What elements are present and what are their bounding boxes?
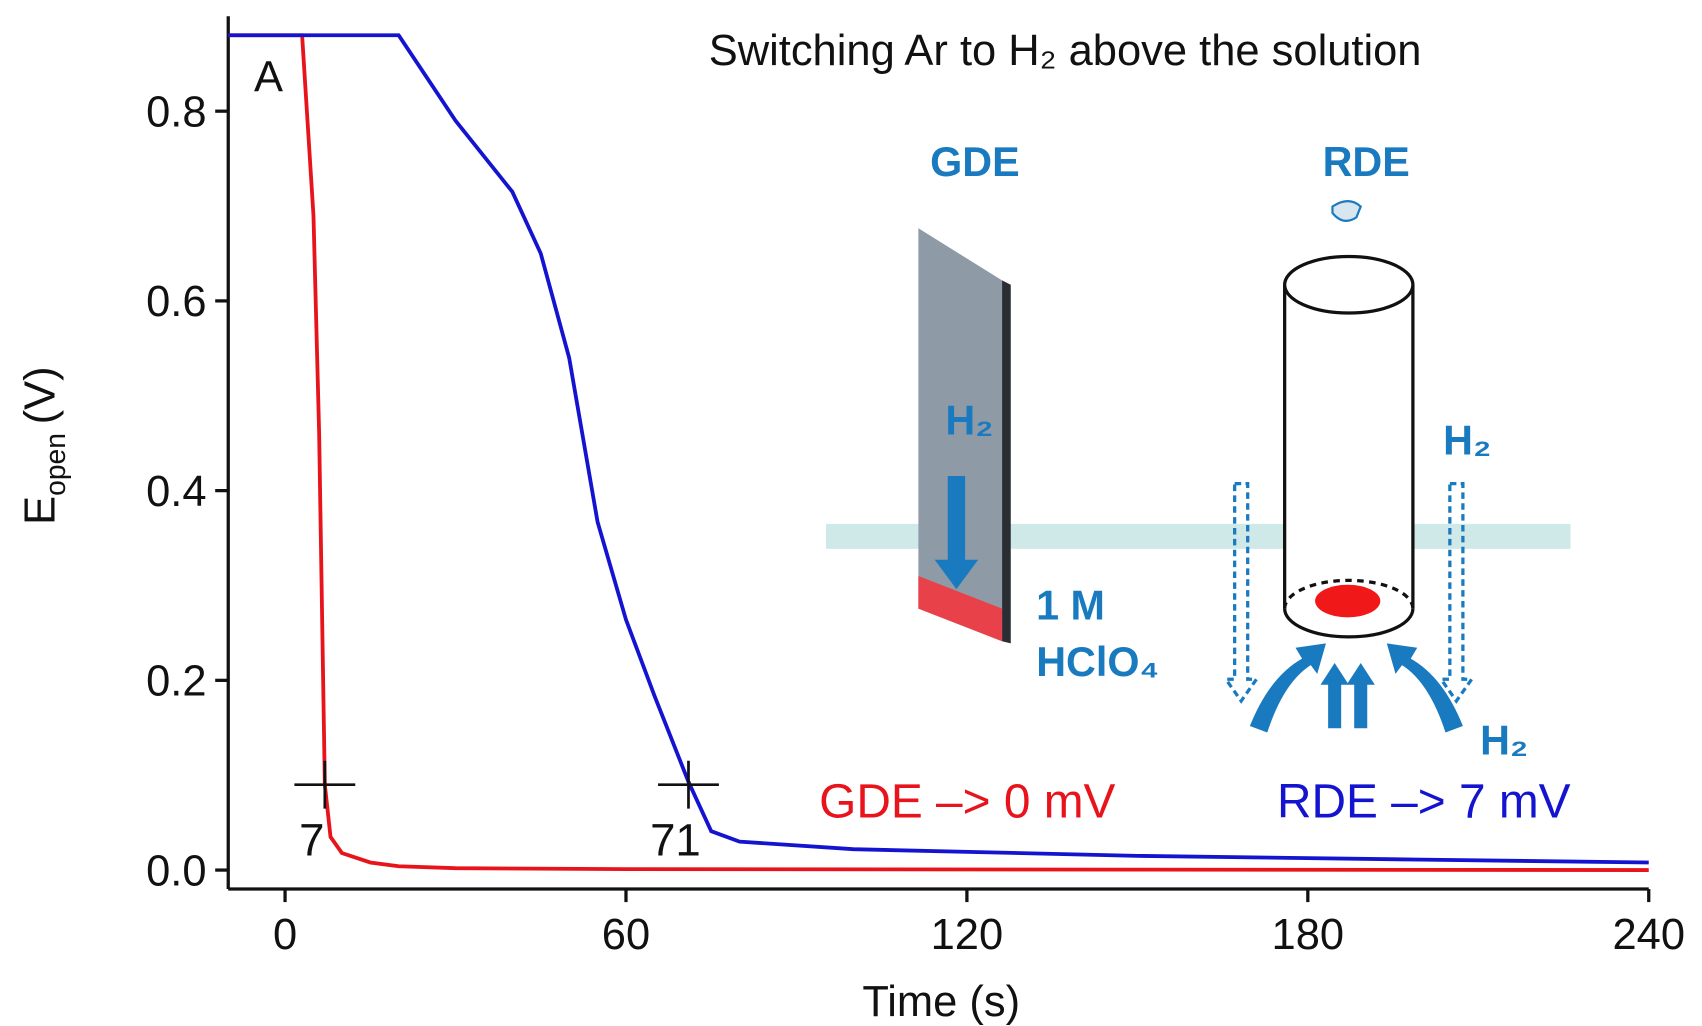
electrolyte-label: HClO₄ [1036, 639, 1159, 685]
rde-label: RDE [1323, 139, 1410, 185]
flow-arrow [1249, 643, 1326, 733]
flow-arrow [1386, 643, 1463, 733]
y-label-unit: (V) [16, 366, 64, 424]
y-tick-label: 0.2 [146, 658, 206, 706]
rotation-icon [1331, 199, 1363, 222]
gde-arrow [934, 476, 979, 590]
gde-slab [918, 228, 1003, 642]
rde-top [1283, 254, 1415, 315]
x-tick-label: 240 [1612, 911, 1685, 959]
rde-body [1284, 284, 1413, 609]
series-label: GDE –> 0 mV [819, 775, 1115, 828]
x-tick-label: 0 [273, 911, 297, 959]
y-label-subscript: open [39, 433, 71, 496]
series-line [228, 33, 1649, 872]
series-label: RDE –> 7 mV [1277, 775, 1571, 828]
rde-disk [1315, 584, 1381, 618]
panel-label: A [254, 53, 283, 101]
x-axis-label: Time (s) [862, 978, 1020, 1026]
y-label-symbol: E [16, 496, 64, 525]
h2-label: H₂ [1480, 717, 1528, 763]
diffusion-arrow [1438, 482, 1475, 704]
y-tick-label: 0.8 [146, 88, 206, 136]
chart-title: Switching Ar to H₂ above the solution [709, 27, 1422, 75]
flow-arrow [1320, 662, 1375, 729]
cross-marker [294, 760, 356, 809]
rde-bottom [1283, 608, 1415, 639]
y-axis-label: Eopen (V) [16, 366, 71, 525]
y-tick-label: 0.4 [146, 468, 206, 516]
diffusion-arrow [1222, 482, 1260, 704]
h2-label: H₂ [1443, 417, 1491, 463]
h2-label: H₂ [945, 398, 993, 444]
gde-label: GDE [930, 139, 1020, 185]
inset-diagram: GDE RDE H₂ H₂ H₂ 1 M HClO₄ [826, 139, 1571, 763]
y-tick-label: 0.0 [146, 847, 206, 895]
gde-catalyst [918, 576, 1003, 642]
gde-edge [1002, 280, 1011, 644]
x-tick-label: 120 [931, 911, 1004, 959]
cross-marker [658, 760, 719, 809]
annotation: 71 [650, 814, 701, 865]
x-tick-label: 180 [1272, 911, 1345, 959]
rde-bottom [1283, 578, 1415, 609]
electrolyte-label: 1 M [1036, 583, 1105, 629]
annotation: 7 [299, 814, 324, 865]
y-tick-label: 0.6 [146, 278, 206, 326]
x-tick-label: 60 [602, 911, 650, 959]
series-line [228, 33, 1649, 865]
